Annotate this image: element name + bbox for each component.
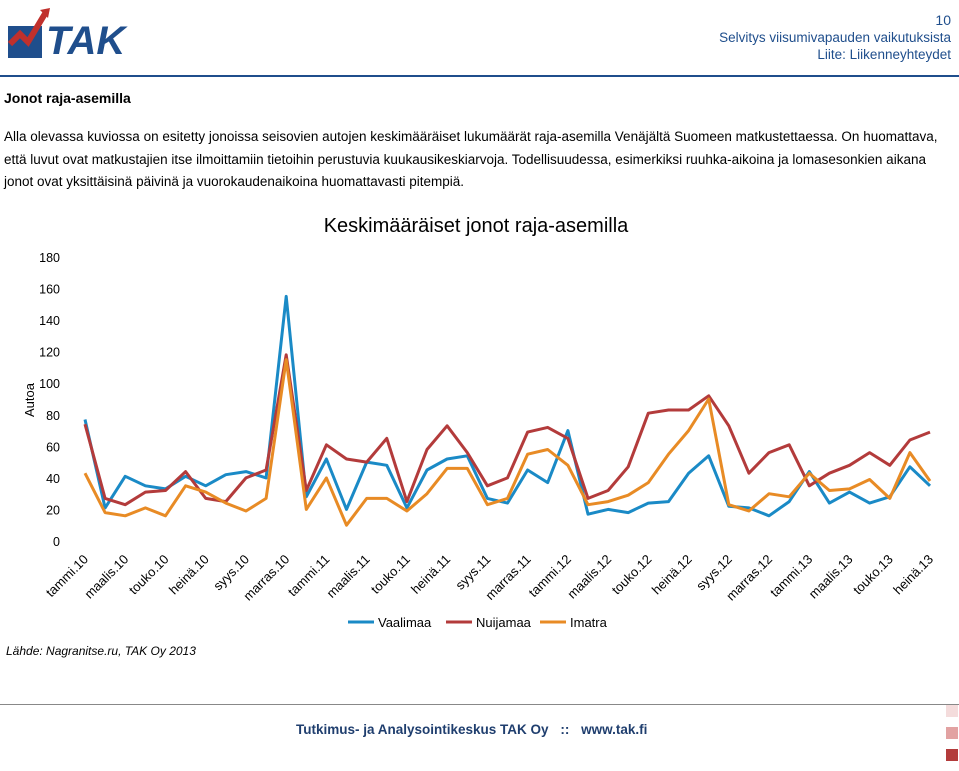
- legend-label: Imatra: [570, 615, 608, 630]
- y-tick-label: 20: [46, 503, 60, 517]
- y-tick-label: 100: [39, 377, 60, 391]
- tak-logo: TAK: [6, 4, 146, 63]
- x-tick-label: heinä.13: [890, 552, 936, 598]
- y-tick-label: 80: [46, 409, 60, 423]
- decor-square: [946, 705, 958, 717]
- footer-separator: ::: [560, 722, 570, 737]
- y-tick-label: 160: [39, 283, 60, 297]
- x-tick-label: touko.13: [850, 552, 896, 598]
- body-paragraph: Alla olevassa kuviossa on esitetty jonoi…: [4, 129, 938, 189]
- legend-label: Nuijamaa: [476, 615, 532, 630]
- series-line-vaalimaa: [83, 294, 932, 518]
- report-title: Selvitys viisumivapauden vaikutuksista: [719, 30, 951, 45]
- footer-rule: [0, 704, 959, 705]
- page-number: 10: [935, 12, 951, 28]
- x-tick-label: maalis.12: [564, 552, 614, 602]
- decor-square: [946, 749, 958, 761]
- legend-label: Vaalimaa: [378, 615, 432, 630]
- y-tick-label: 120: [39, 346, 60, 360]
- x-tick-label: touko.12: [609, 552, 655, 598]
- y-tick-label: 140: [39, 314, 60, 328]
- x-tick-label: maalis.10: [81, 552, 131, 602]
- decor-square: [946, 727, 958, 739]
- queue-line-chart: Keskimääräiset jonot raja-asemilla Autoa…: [22, 215, 936, 630]
- x-tick-label: touko.11: [368, 552, 413, 597]
- y-axis-label: Autoa: [22, 382, 37, 417]
- logo-text: TAK: [46, 19, 128, 60]
- x-tick-label: maalis.13: [806, 552, 856, 602]
- header-rule: [0, 75, 959, 77]
- source-note: Lähde: Nagranitse.ru, TAK Oy 2013: [6, 644, 196, 658]
- footer-url[interactable]: www.tak.fi: [581, 722, 648, 737]
- series-line-imatra: [83, 358, 932, 527]
- y-tick-label: 180: [39, 251, 60, 265]
- chart-title: Keskimääräiset jonot raja-asemilla: [324, 215, 629, 237]
- x-tick-label: touko.10: [126, 552, 172, 598]
- page-footer: Tutkimus- ja Analysointikeskus TAK Oy ::…: [296, 722, 655, 737]
- appendix-label: Liite: Liikenneyhteydet: [817, 47, 951, 62]
- x-tick-label: maalis.11: [324, 552, 373, 601]
- y-tick-label: 60: [46, 440, 60, 454]
- x-tick-label: heinä.12: [649, 552, 695, 598]
- x-tick-label: heinä.11: [408, 552, 453, 597]
- footer-decor: [946, 705, 958, 771]
- x-tick-label: heinä.10: [166, 552, 212, 598]
- y-tick-label: 0: [53, 535, 60, 549]
- section-title: Jonot raja-asemilla: [4, 90, 131, 106]
- tak-logo-mark: TAK: [7, 8, 128, 63]
- y-tick-label: 40: [46, 472, 60, 486]
- footer-org: Tutkimus- ja Analysointikeskus TAK Oy: [296, 722, 549, 737]
- page-header: 10 Selvitys viisumivapauden vaikutuksist…: [719, 12, 951, 63]
